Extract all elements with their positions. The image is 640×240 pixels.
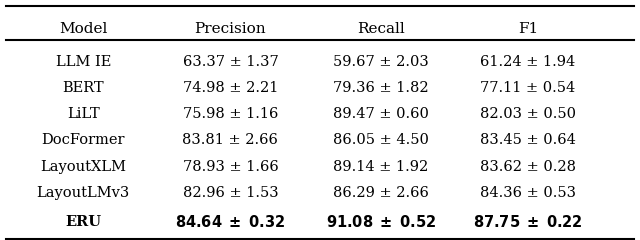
- Text: ERU: ERU: [65, 215, 101, 229]
- Text: BERT: BERT: [62, 81, 104, 95]
- Text: Precision: Precision: [195, 22, 266, 36]
- Text: 74.98 ± 2.21: 74.98 ± 2.21: [182, 81, 278, 95]
- Text: LayoutLMv3: LayoutLMv3: [36, 186, 130, 200]
- Text: Recall: Recall: [357, 22, 404, 36]
- Text: $\mathbf{91.08\ \pm\ 0.52}$: $\mathbf{91.08\ \pm\ 0.52}$: [326, 214, 436, 230]
- Text: 82.03 ± 0.50: 82.03 ± 0.50: [480, 107, 576, 121]
- Text: 83.62 ± 0.28: 83.62 ± 0.28: [480, 160, 576, 174]
- Text: 75.98 ± 1.16: 75.98 ± 1.16: [182, 107, 278, 121]
- Text: 82.96 ± 1.53: 82.96 ± 1.53: [182, 186, 278, 200]
- Text: 59.67 ± 2.03: 59.67 ± 2.03: [333, 55, 429, 69]
- Text: 83.45 ± 0.64: 83.45 ± 0.64: [480, 133, 576, 147]
- Text: 63.37 ± 1.37: 63.37 ± 1.37: [182, 55, 278, 69]
- Text: LLM IE: LLM IE: [56, 55, 111, 69]
- Text: 89.14 ± 1.92: 89.14 ± 1.92: [333, 160, 428, 174]
- Text: 86.29 ± 2.66: 86.29 ± 2.66: [333, 186, 429, 200]
- Text: $\mathbf{84.64\ \pm\ 0.32}$: $\mathbf{84.64\ \pm\ 0.32}$: [175, 214, 285, 230]
- Text: Model: Model: [59, 22, 108, 36]
- Text: LayoutXLM: LayoutXLM: [40, 160, 126, 174]
- Text: 78.93 ± 1.66: 78.93 ± 1.66: [182, 160, 278, 174]
- Text: 86.05 ± 4.50: 86.05 ± 4.50: [333, 133, 429, 147]
- Text: $\mathbf{87.75\ \pm\ 0.22}$: $\mathbf{87.75\ \pm\ 0.22}$: [473, 214, 583, 230]
- Text: 61.24 ± 1.94: 61.24 ± 1.94: [481, 55, 575, 69]
- Text: 77.11 ± 0.54: 77.11 ± 0.54: [481, 81, 575, 95]
- Text: DocFormer: DocFormer: [42, 133, 125, 147]
- Text: LiLT: LiLT: [67, 107, 100, 121]
- Text: 84.36 ± 0.53: 84.36 ± 0.53: [480, 186, 576, 200]
- Text: 79.36 ± 1.82: 79.36 ± 1.82: [333, 81, 429, 95]
- Text: 89.47 ± 0.60: 89.47 ± 0.60: [333, 107, 429, 121]
- Text: 83.81 ± 2.66: 83.81 ± 2.66: [182, 133, 278, 147]
- Text: F1: F1: [518, 22, 538, 36]
